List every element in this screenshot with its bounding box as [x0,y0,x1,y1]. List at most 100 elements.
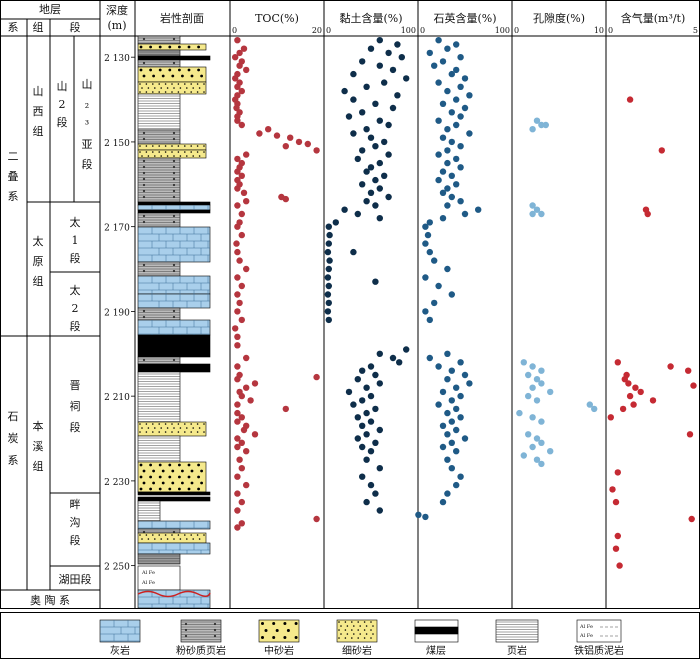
data-point-quartz [426,219,433,226]
data-point-clay [359,443,366,451]
data-point-toc [238,498,245,506]
data-point-porosity [538,367,545,374]
data-point-toc [240,45,248,52]
data-point-quartz [448,138,455,146]
data-point-porosity [538,210,545,218]
member-jinci: 晋祠段 [70,379,81,434]
legend-ferro-symbol: Al Fe [579,633,593,639]
data-point-toc [251,380,259,387]
data-point-quartz [448,193,455,201]
data-point-porosity [533,397,541,404]
data-point-clay [350,96,357,103]
data-point-toc [265,126,272,133]
data-point-toc [236,456,243,463]
litho-medium-sand [137,461,207,493]
data-point-toc [234,418,241,425]
data-point-quartz [448,439,455,446]
data-point-quartz [448,397,455,404]
data-point-porosity [533,435,541,442]
data-point-clay [372,278,379,285]
data-point-clay [381,79,388,86]
data-point-toc [234,363,241,370]
data-point-clay [394,41,401,48]
data-point-quartz [448,109,455,116]
data-point-toc [243,198,250,205]
data-point-gas [632,384,639,391]
data-point-toc [238,231,245,239]
data-point-clay [376,380,383,387]
legend-limestone-label: 灰岩 [110,644,130,657]
data-point-clay [403,346,410,353]
data-point-quartz [439,422,447,429]
litho-limestone [137,226,211,263]
data-point-porosity [520,359,527,366]
data-point-toc [273,132,281,139]
data-point-quartz [475,206,482,213]
data-point-clay [341,206,348,213]
data-point-toc [234,37,241,44]
data-point-clay [394,92,401,99]
data-point-gas [667,363,674,370]
data-point-porosity [547,448,554,455]
data-point-clay [325,223,332,230]
data-point-clay [396,359,403,366]
data-point-quartz [444,202,451,209]
data-point-quartz [426,49,433,57]
legend-silty-shale-label: 粉砂质页岩 [176,644,226,657]
litho-shale [137,93,181,131]
legend-ferro-label: 铁铝质泥岩 [574,644,624,657]
data-point-porosity [533,206,541,213]
system-permian: 二叠系 [8,150,19,203]
data-point-toc [236,299,243,307]
data-point-quartz [426,354,433,362]
legend-limestone-swatch [99,619,141,643]
data-point-quartz [435,401,442,408]
data-point-clay [359,109,366,116]
data-point-clay [359,397,366,404]
data-point-clay [363,83,370,91]
data-point-toc [243,354,250,362]
data-point-quartz [422,223,429,230]
data-point-toc [234,248,241,256]
data-point-gas [616,562,623,569]
data-point-clay [354,435,361,442]
data-point-toc [234,524,241,531]
data-point-clay [363,126,370,133]
data-point-clay [354,155,361,163]
data-point-toc [234,155,241,163]
depth-tick-label: 2 130 [104,54,130,64]
data-point-clay [372,100,379,108]
depth-tick-label: 2 250 [104,563,130,573]
data-point-quartz [461,435,469,442]
header-member: 段 [70,20,81,34]
data-point-clay [376,507,383,514]
panel-max-label: 5 [693,26,698,35]
data-point-quartz [435,363,442,370]
depth-tick-label: 2 230 [104,478,130,488]
data-point-toc [243,265,250,273]
data-point-toc [238,172,245,179]
data-point-quartz [444,350,451,357]
data-point-toc [233,240,240,247]
data-point-quartz [444,126,451,133]
depth-tick-label: 2 150 [104,139,130,149]
data-point-porosity [529,363,536,370]
data-point-clay [389,354,397,362]
data-point-gas [612,545,620,552]
formation-benxi: 本溪组 [33,419,44,473]
data-point-toc [234,202,241,209]
data-point-porosity [586,401,593,408]
data-point-clay [359,422,366,429]
data-point-porosity [533,376,541,383]
data-point-gas [607,414,614,421]
data-point-quartz [461,75,469,82]
data-point-gas [649,397,657,404]
data-point-porosity [538,121,545,129]
data-point-quartz [453,384,460,391]
data-point-clay [367,164,375,171]
data-point-quartz [435,176,442,184]
data-point-gas [686,431,694,438]
data-point-clay [359,473,366,480]
